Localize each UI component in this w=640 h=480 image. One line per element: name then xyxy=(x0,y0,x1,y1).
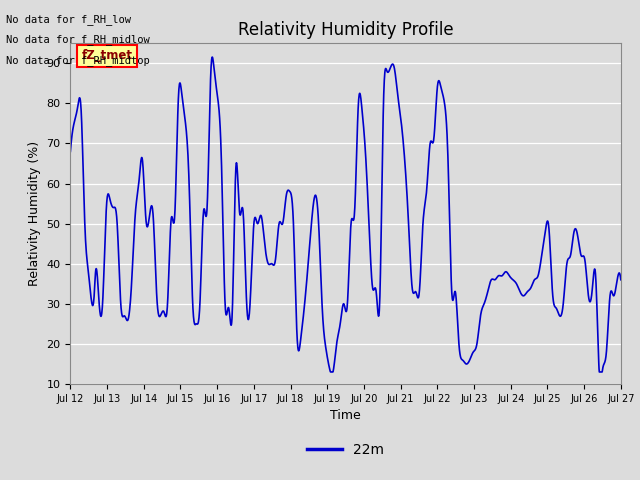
Text: No data for f_RH_low: No data for f_RH_low xyxy=(6,14,131,25)
Title: Relativity Humidity Profile: Relativity Humidity Profile xyxy=(238,21,453,39)
Legend: 22m: 22m xyxy=(301,437,390,462)
Y-axis label: Relativity Humidity (%): Relativity Humidity (%) xyxy=(28,141,41,286)
X-axis label: Time: Time xyxy=(330,409,361,422)
Text: No data for f_RH_midtop: No data for f_RH_midtop xyxy=(6,55,150,66)
Text: fZ_tmet: fZ_tmet xyxy=(81,49,132,62)
Text: No data for f_RH_midlow: No data for f_RH_midlow xyxy=(6,35,150,46)
